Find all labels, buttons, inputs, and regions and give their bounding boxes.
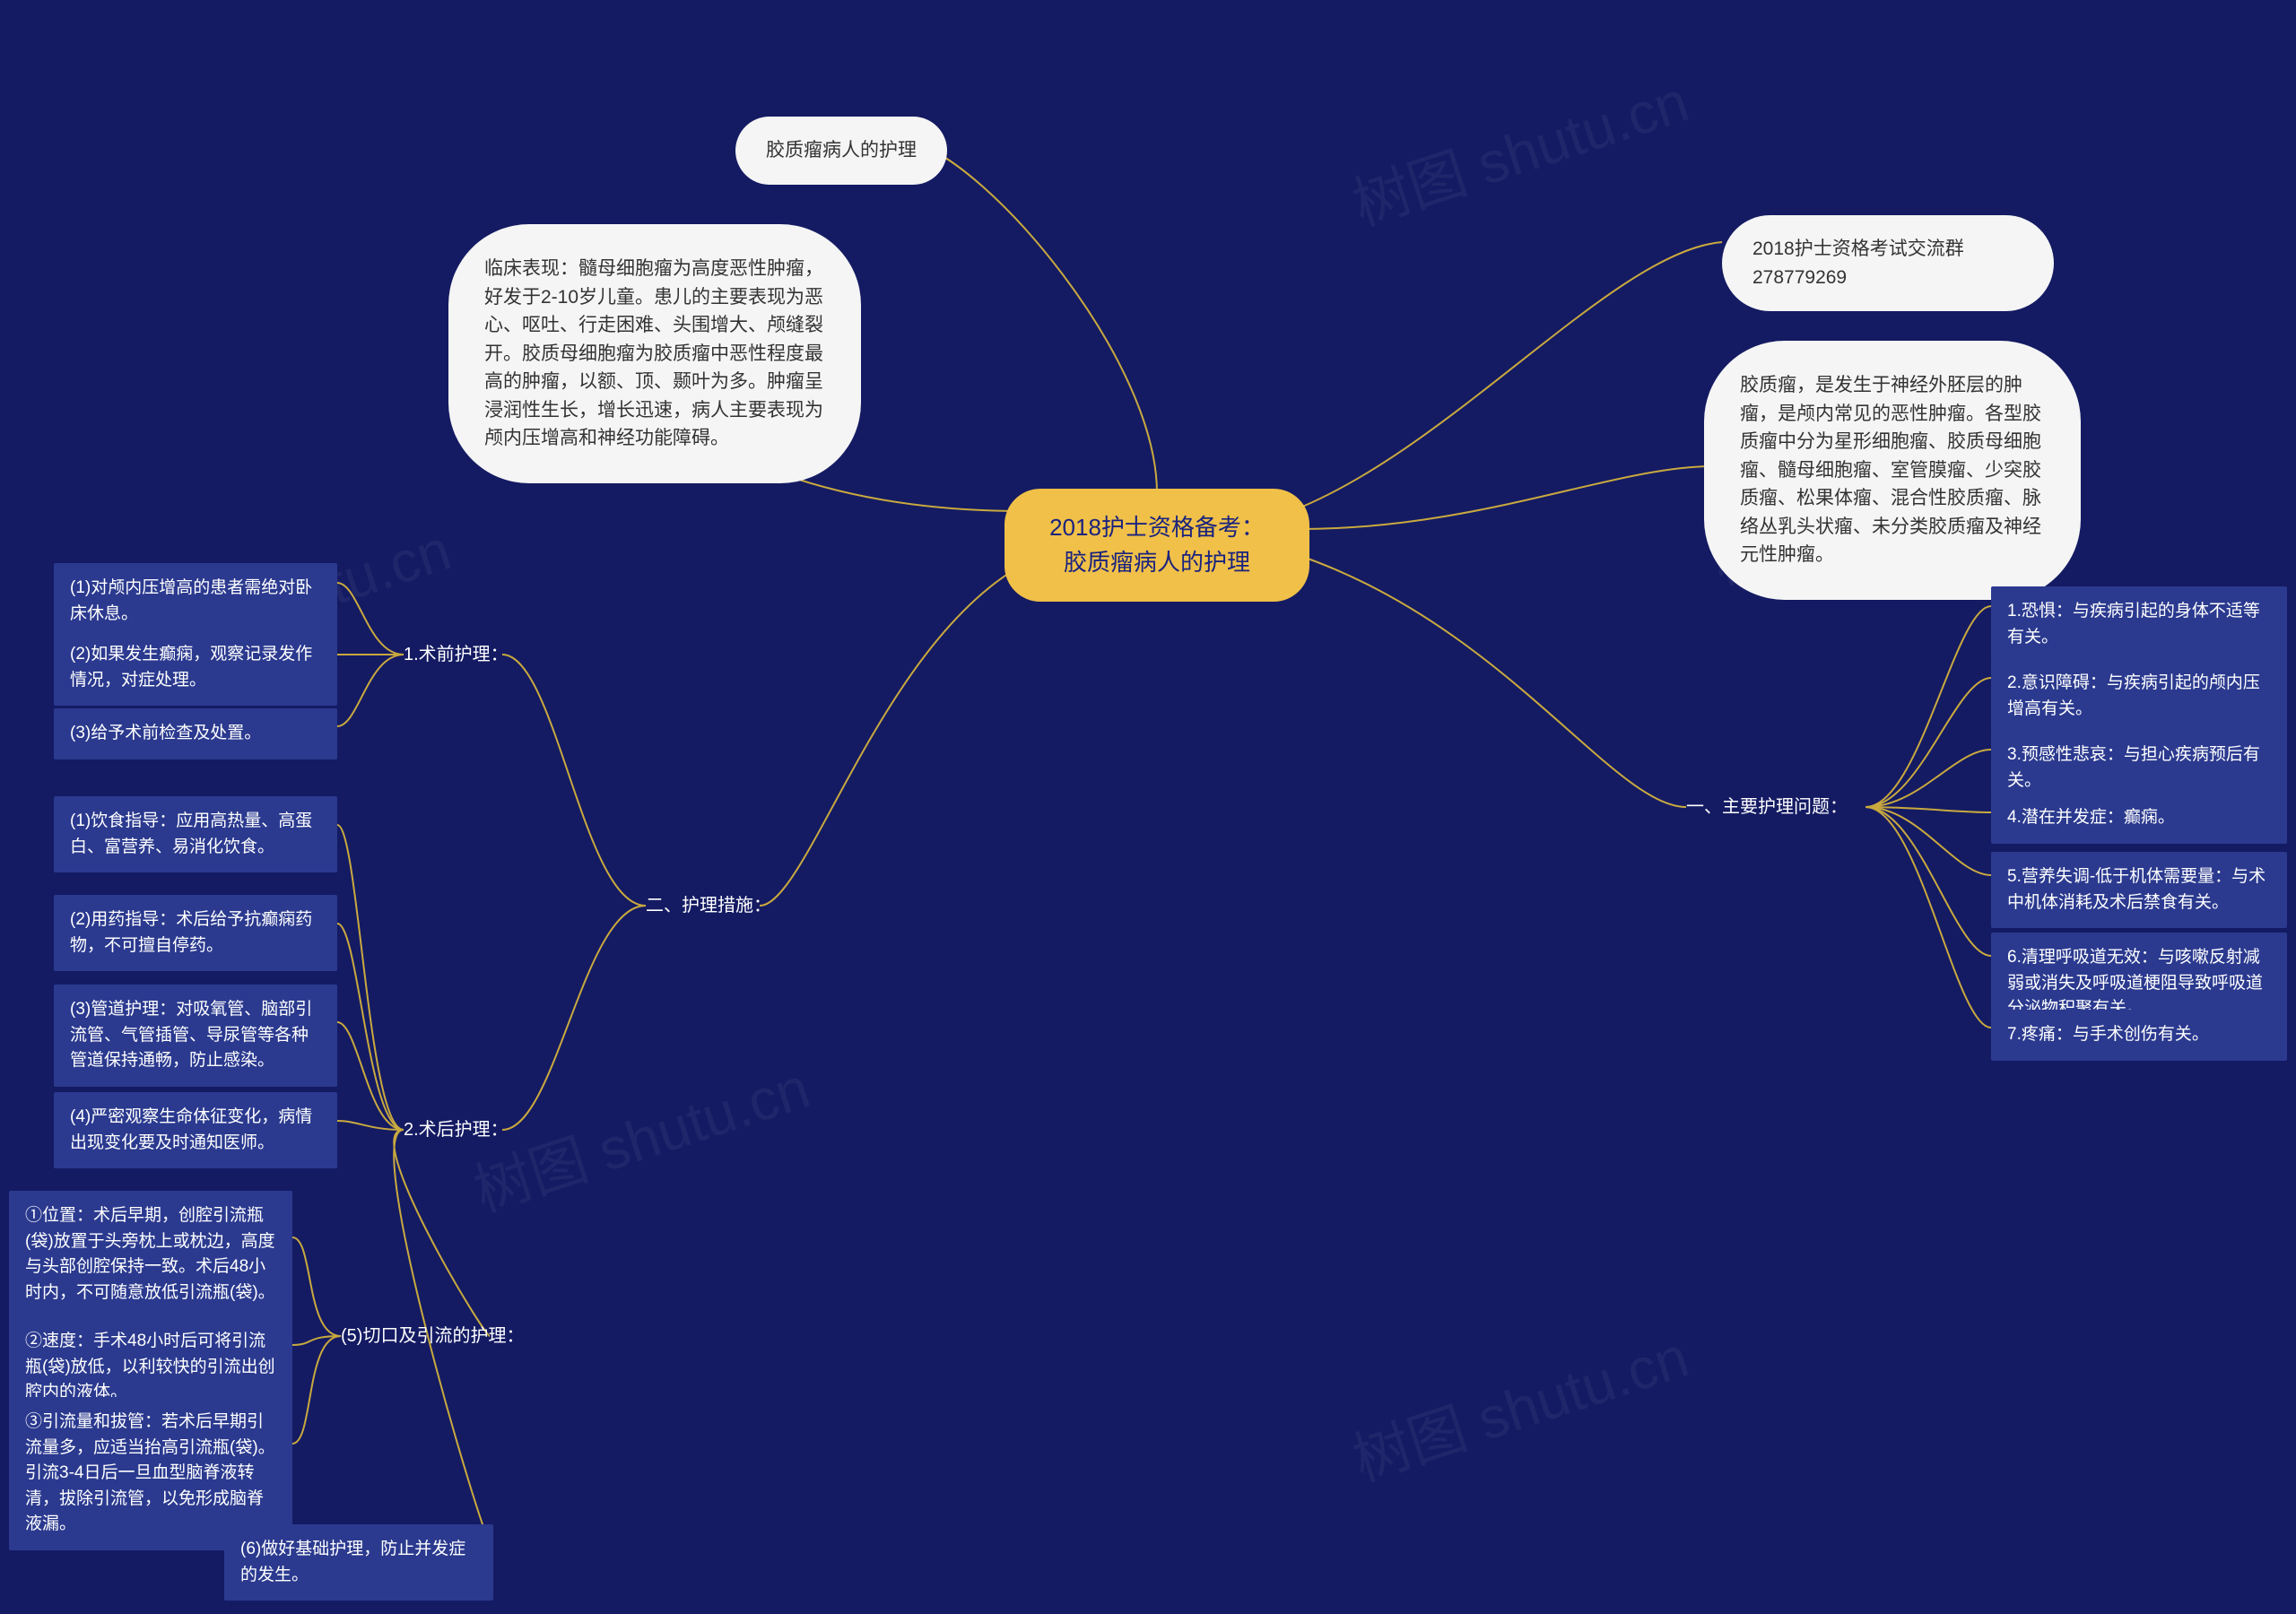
postop-item6: (6)做好基础护理，防止并发症的发生。	[224, 1524, 493, 1601]
s1-item: 4.潜在并发症：癫痫。	[1991, 793, 2287, 844]
preop-item: (2)如果发生癫痫，观察记录发作情况，对症处理。	[54, 629, 337, 706]
postop-item: (4)严密观察生命体征变化，病情出现变化要及时通知医师。	[54, 1092, 337, 1168]
s1-item: 7.疼痛：与手术创伤有关。	[1991, 1010, 2287, 1061]
postop-item: (1)饮食指导：应用高热量、高蛋白、富营养、易消化饮食。	[54, 796, 337, 872]
postop-title: 2.术后护理：	[404, 1116, 509, 1143]
preop-item: (3)给予术前检查及处置。	[54, 708, 337, 759]
watermark: 树图 shutu.cn	[1341, 56, 1697, 241]
s1-item: 5.营养失调-低于机体需要量：与术中机体消耗及术后禁食有关。	[1991, 852, 2287, 928]
watermark: 树图 shutu.cn	[1341, 1311, 1697, 1497]
title-pill: 胶质瘤病人的护理	[735, 117, 947, 185]
group-pill: 2018护士资格考试交流群278779269	[1722, 215, 2054, 311]
section1-title: 一、主要护理问题：	[1686, 794, 1848, 820]
postop-item: (3)管道护理：对吸氧管、脑部引流管、气管插管、导尿管等各种管道保持通畅，防止感…	[54, 985, 337, 1087]
postop-item: (2)用药指导：术后给予抗癫痫药物，不可擅自停药。	[54, 895, 337, 971]
center-node: 2018护士资格备考：胶质瘤病人的护理	[1004, 489, 1309, 602]
preop-item: (1)对颅内压增高的患者需绝对卧床休息。	[54, 563, 337, 639]
s1-item: 1.恐惧：与疾病引起的身体不适等有关。	[1991, 586, 2287, 663]
wound-title: (5)切口及引流的护理：	[341, 1323, 524, 1349]
preop-title: 1.术前护理：	[404, 641, 509, 668]
description-pill: 胶质瘤，是发生于神经外胚层的肿瘤，是颅内常见的恶性肿瘤。各型胶质瘤中分为星形细胞…	[1704, 341, 2081, 600]
wound-item: ①位置：术后早期，创腔引流瓶(袋)放置于头旁枕上或枕边，高度与头部创腔保持一致。…	[9, 1191, 292, 1318]
clinical-pill: 临床表现：髓母细胞瘤为高度恶性肿瘤，好发于2-10岁儿童。患儿的主要表现为恶心、…	[448, 224, 861, 483]
watermark: 树图 shutu.cn	[462, 1042, 818, 1228]
s1-item: 2.意识障碍：与疾病引起的颅内压增高有关。	[1991, 658, 2287, 734]
section2-title: 二、护理措施：	[646, 892, 771, 919]
